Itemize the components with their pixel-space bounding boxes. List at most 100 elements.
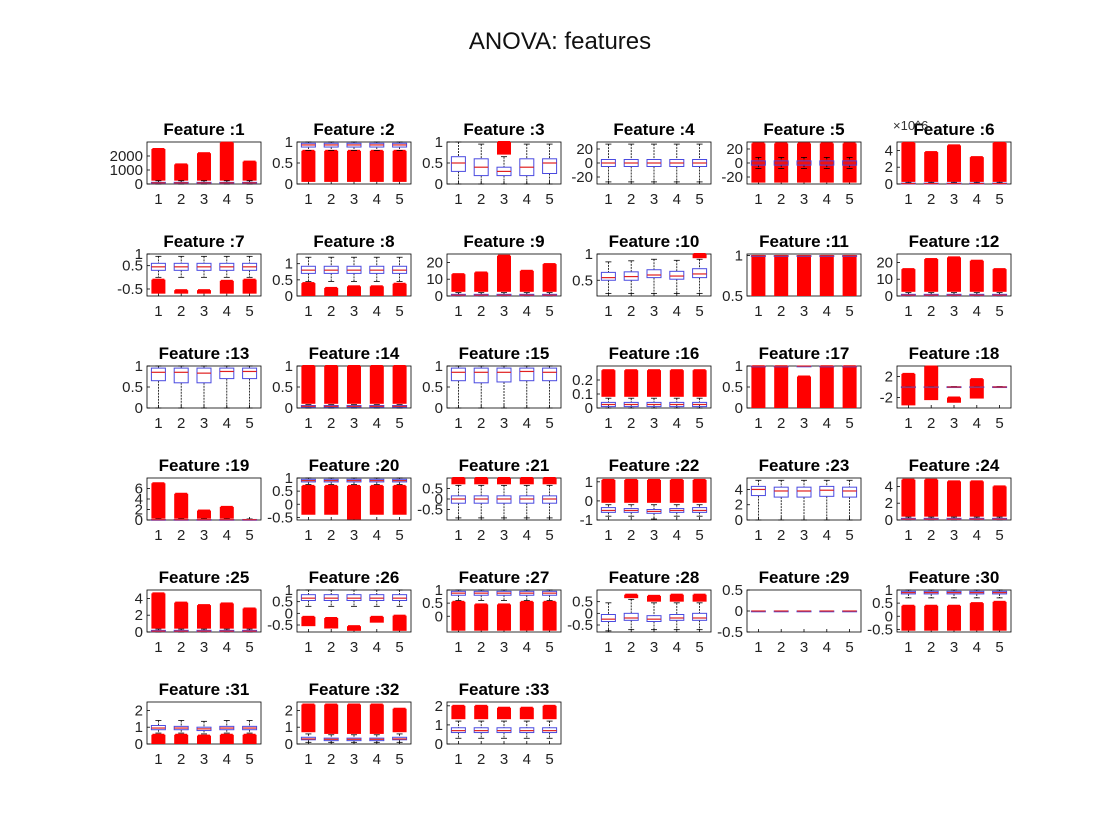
x-tick-label: 3 (500, 191, 508, 208)
box-4 (819, 365, 835, 408)
y-tick-label: 0 (435, 400, 443, 417)
y-tick-label: 4 (135, 590, 143, 607)
x-tick-label: 3 (350, 751, 358, 768)
outlier-markers (474, 272, 489, 292)
box-1 (450, 477, 466, 519)
outlier-markers (924, 605, 939, 631)
outlier-markers (647, 370, 661, 397)
outlier-markers (901, 479, 916, 517)
x-tick-label: 5 (545, 191, 553, 208)
x-tick-label: 5 (395, 191, 403, 208)
outlier-markers (301, 366, 316, 404)
subplot-title: Feature :28 (609, 568, 700, 587)
x-tick-label: 5 (395, 639, 403, 656)
subplot-title: Feature :33 (459, 680, 550, 699)
box-5 (242, 365, 258, 409)
iqr-box (623, 612, 639, 621)
box-4 (819, 479, 835, 521)
x-tick-label: 1 (304, 415, 312, 432)
y-tick-label: 1 (135, 358, 143, 375)
box-5 (992, 485, 1008, 521)
outlier-markers (969, 481, 984, 517)
box-3 (946, 256, 962, 297)
outlier-markers (669, 370, 684, 397)
y-tick-label: 1 (285, 358, 293, 375)
x-tick-label: 4 (523, 415, 531, 432)
x-tick-label: 3 (650, 303, 658, 320)
subplot-title: Feature :27 (459, 568, 550, 587)
box-5 (392, 256, 408, 296)
x-tick-label: 4 (373, 191, 381, 208)
x-tick-label: 4 (673, 303, 681, 320)
subplot-title: Feature :32 (309, 680, 400, 699)
outlier-markers (497, 255, 511, 292)
box-5 (542, 263, 558, 297)
x-tick-label: 2 (327, 527, 335, 544)
x-tick-label: 1 (904, 191, 912, 208)
box-2 (623, 143, 639, 183)
x-tick-label: 3 (950, 639, 958, 656)
subplot-title: Feature :17 (759, 344, 850, 363)
outlier-markers (369, 150, 384, 182)
box-3 (346, 256, 362, 296)
x-tick-label: 5 (245, 751, 253, 768)
y-tick-label: 2 (135, 607, 143, 624)
y-tick-label: 0 (585, 605, 593, 622)
subplot-feature-7: Feature :7-0.50.511 2 3 4 5 (117, 232, 262, 320)
y-tick-label: 1 (435, 134, 443, 151)
x-tick-label: 1 (304, 527, 312, 544)
outlier-markers (542, 705, 557, 720)
box-4 (219, 255, 235, 294)
y-tick-label: 4 (135, 491, 143, 508)
box-4 (669, 259, 685, 294)
outlier-markers (301, 150, 316, 182)
y-tick-label: 1 (435, 582, 443, 599)
x-tick-label: 3 (800, 639, 808, 656)
box-3 (646, 478, 662, 520)
box-3 (346, 141, 362, 182)
x-tick-label: 5 (695, 191, 703, 208)
outlier-markers (347, 704, 361, 734)
y-tick-label: 20 (576, 141, 593, 158)
box-5 (242, 255, 258, 294)
box-3 (346, 703, 362, 743)
subplot-title: Feature :20 (309, 456, 400, 475)
outlier-markers (197, 735, 211, 744)
x-tick-label: 2 (927, 415, 935, 432)
subplot-title: Feature :7 (163, 232, 244, 251)
box-3 (496, 254, 512, 297)
box-4 (219, 720, 235, 744)
iqr-box (750, 485, 766, 497)
outlier-markers (901, 605, 916, 631)
box-3 (646, 594, 662, 631)
x-tick-label: 1 (754, 191, 762, 208)
outlier-markers (174, 164, 189, 181)
x-tick-label: 2 (177, 751, 185, 768)
x-tick-label: 3 (950, 527, 958, 544)
outlier-markers (519, 601, 534, 631)
outlier-markers (451, 478, 466, 485)
box-3 (646, 258, 662, 294)
x-tick-label: 5 (995, 415, 1003, 432)
box-5 (842, 610, 858, 613)
box-4 (969, 480, 985, 521)
outlier-markers (519, 707, 534, 720)
x-tick-label: 2 (177, 415, 185, 432)
subplot-feature-8: Feature :800.511 2 3 4 5 (272, 232, 412, 320)
x-tick-label: 1 (754, 303, 762, 320)
box-2 (773, 254, 789, 296)
box-4 (969, 589, 985, 631)
outlier-markers (301, 616, 316, 627)
outlier-markers (392, 485, 407, 515)
box-5 (392, 589, 408, 631)
box-4 (969, 259, 985, 297)
y-tick-label: 2 (885, 159, 893, 176)
x-tick-label: 5 (995, 527, 1003, 544)
y-tick-label: 1 (735, 358, 743, 375)
box-1 (750, 254, 766, 296)
outlier-markers (242, 734, 257, 744)
subplot-title: Feature :9 (463, 232, 544, 251)
box-1 (300, 589, 316, 627)
box-1 (450, 589, 466, 631)
